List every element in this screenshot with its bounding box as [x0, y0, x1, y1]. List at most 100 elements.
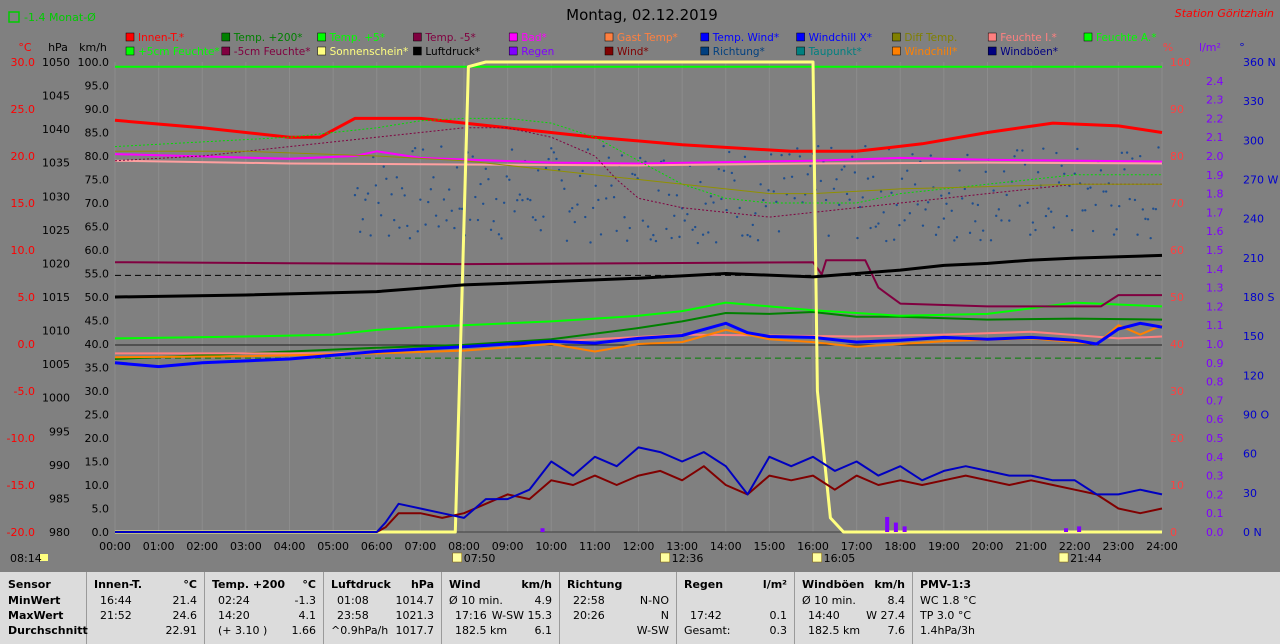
direction-point: [772, 190, 775, 193]
rain-tick-label: 1.2: [1206, 300, 1224, 313]
summary-value: 8.4: [887, 594, 906, 607]
direction-point: [725, 208, 728, 212]
legend-label: Feuchte I.*: [1000, 32, 1057, 44]
series-line: [114, 321, 1163, 369]
direction-point: [707, 231, 710, 234]
summary-col-innen: Innen-T. °C 16:44 21.4 21:52 24.6 22.91: [87, 572, 205, 644]
direction-point: [369, 234, 372, 237]
direction-point: [819, 179, 823, 183]
direction-point: [1018, 204, 1021, 207]
direction-point: [1005, 193, 1008, 197]
summary-col-richtung: Richtung 22:58 N-NO 20:26 N W-SW: [560, 572, 677, 644]
direction-point: [1144, 217, 1147, 221]
x-tick-label: 18:00: [884, 540, 916, 553]
x-tick-label: 20:00: [972, 540, 1004, 553]
summary-unit: °C: [183, 578, 197, 591]
direction-point: [633, 173, 637, 177]
direction-point: [769, 153, 773, 156]
wind-tick-label: 90.0: [85, 103, 110, 116]
temp-tick-label: 15.0: [11, 197, 36, 210]
direction-point: [1102, 190, 1105, 193]
direction-point: [505, 175, 508, 178]
weather-chart: Montag, 02.12.2019 Station Göritzhain -1…: [6, 6, 1279, 565]
summary-time: Ø 10 min.: [802, 594, 856, 607]
legend-swatch: [604, 32, 614, 42]
direction-point: [764, 205, 768, 208]
series-line: [114, 259, 1162, 308]
rain-tick-label: 0.1: [1206, 507, 1224, 520]
direction-point: [900, 177, 904, 180]
sun-event-label: 07:50: [464, 552, 496, 565]
direction-point: [733, 179, 736, 182]
direction-point: [929, 154, 932, 157]
legend-swatch: [700, 32, 710, 42]
humidity-unit-label: %: [1163, 41, 1173, 54]
direction-point: [356, 187, 359, 190]
legend-swatch: [604, 46, 614, 56]
direction-point: [390, 193, 393, 196]
legend-label: Windböen*: [1000, 46, 1058, 58]
direction-point: [741, 234, 744, 237]
direction-point: [497, 233, 501, 236]
direction-point: [743, 155, 747, 159]
x-tick-label: 13:00: [666, 540, 698, 553]
direction-point: [851, 155, 854, 158]
wind-tick-label: 60.0: [85, 244, 110, 257]
summary-value: 4.9: [534, 594, 553, 607]
x-tick-label: 22:00: [1059, 540, 1091, 553]
direction-point: [1052, 226, 1056, 229]
temp-tick-label: 25.0: [11, 103, 36, 116]
rain-tick-label: 0.0: [1206, 526, 1224, 539]
legend-label: Innen-T.*: [138, 32, 184, 44]
direction-point: [453, 226, 456, 230]
x-tick-label: 03:00: [230, 540, 262, 553]
direction-point: [1031, 221, 1035, 224]
direction-point: [403, 194, 406, 197]
direction-point: [748, 235, 752, 238]
direction-point: [890, 191, 893, 194]
direction-point: [628, 226, 631, 230]
x-tick-label: 08:00: [448, 540, 480, 553]
direction-point: [573, 220, 577, 224]
direction-point: [476, 218, 480, 222]
direction-point: [437, 225, 440, 228]
direction-point: [916, 203, 919, 206]
direction-point: [500, 237, 503, 240]
trend-icon: [8, 11, 20, 23]
direction-point: [434, 214, 438, 217]
summary-value: WC 1.8 °C: [920, 594, 977, 607]
direction-tick-label: 300: [1243, 134, 1264, 147]
direction-point: [447, 188, 451, 191]
rain-tick-label: 0.3: [1206, 470, 1224, 483]
legend-swatch: [987, 46, 997, 56]
legend-label: Windchill*: [904, 46, 957, 58]
summary-time: 182.5 km: [455, 624, 508, 637]
rain-tick-label: 0.2: [1206, 488, 1224, 501]
sun-event-label: 16:05: [824, 552, 856, 565]
direction-point: [1089, 186, 1092, 189]
direction-point: [1002, 170, 1006, 173]
direction-point: [963, 187, 967, 191]
direction-point: [445, 219, 448, 222]
direction-point: [796, 147, 799, 150]
x-tick-label: 15:00: [754, 540, 786, 553]
summary-time: (+ 3.10 ): [218, 624, 268, 637]
direction-point: [678, 235, 681, 239]
direction-point: [1081, 209, 1084, 212]
series-line: [115, 60, 1162, 534]
direction-point: [615, 229, 618, 233]
direction-point: [882, 211, 885, 214]
direction-point: [837, 203, 841, 207]
direction-point: [578, 174, 582, 178]
legend-label: Richtung*: [713, 46, 765, 58]
summary-time: 16:44: [100, 594, 132, 607]
summary-value: W 27.4: [866, 609, 905, 622]
direction-point: [898, 223, 901, 227]
rain-tick-label: 2.2: [1206, 112, 1224, 125]
direction-point: [563, 187, 566, 191]
rain-bar: [1064, 528, 1069, 532]
direction-point: [845, 192, 849, 196]
direction-point: [544, 166, 548, 170]
direction-tick-label: 90 O: [1243, 409, 1269, 422]
direction-point: [1008, 219, 1011, 222]
